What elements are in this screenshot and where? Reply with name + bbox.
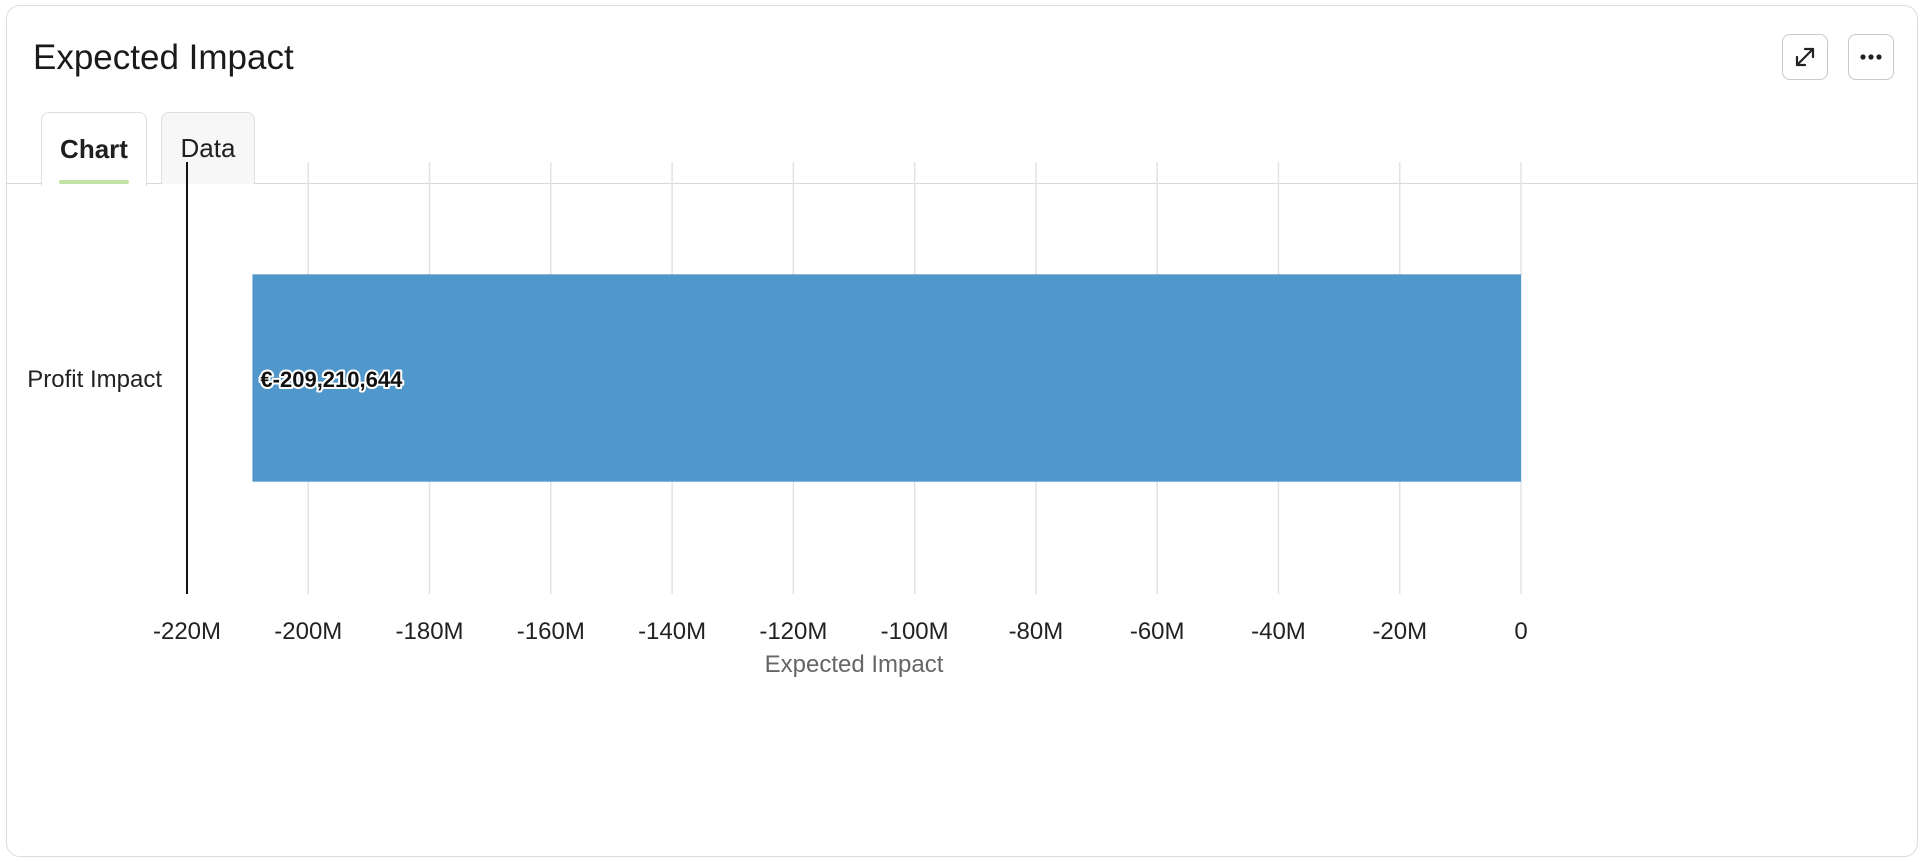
x-axis-title: Expected Impact	[765, 651, 944, 678]
bar-0	[252, 274, 1521, 482]
x-tick-label-10: -20M	[1372, 618, 1427, 645]
tab-data-label: Data	[180, 133, 236, 163]
x-tick-label-2: -180M	[396, 618, 464, 645]
category-label-0: Profit Impact	[27, 366, 162, 393]
x-tick-label-7: -80M	[1009, 618, 1064, 645]
x-tick-label-5: -120M	[759, 618, 827, 645]
x-tick-label-9: -40M	[1251, 618, 1306, 645]
x-tick-label-8: -60M	[1130, 618, 1185, 645]
x-tick-label-1: -200M	[274, 618, 342, 645]
x-tick-label-0: -220M	[153, 618, 221, 645]
bar-chart: €-209,210,644 Profit Impact -220M -200M -180…	[27, 162, 1528, 678]
expected-impact-card: Expected Impact Chart Data €-209,210,644…	[6, 5, 1918, 857]
x-tick-label-6: -100M	[881, 618, 949, 645]
x-tick-label-4: -140M	[638, 618, 706, 645]
view-tabs: Chart Data	[7, 106, 1917, 186]
x-tick-label-11: 0	[1514, 618, 1527, 645]
x-tick-label-3: -160M	[517, 618, 585, 645]
active-tab-indicator	[59, 180, 129, 184]
card-title: Expected Impact	[33, 38, 294, 77]
more-horizontal-icon	[1860, 54, 1882, 60]
more-options-button[interactable]	[1848, 34, 1894, 80]
expand-button[interactable]	[1782, 34, 1828, 80]
bar-data-label-0: €-209,210,644	[260, 367, 403, 392]
tab-data[interactable]: Data	[161, 112, 255, 184]
tab-chart[interactable]: Chart	[41, 112, 147, 186]
expand-arrows-icon	[1795, 47, 1815, 67]
tab-chart-label: Chart	[60, 134, 128, 164]
